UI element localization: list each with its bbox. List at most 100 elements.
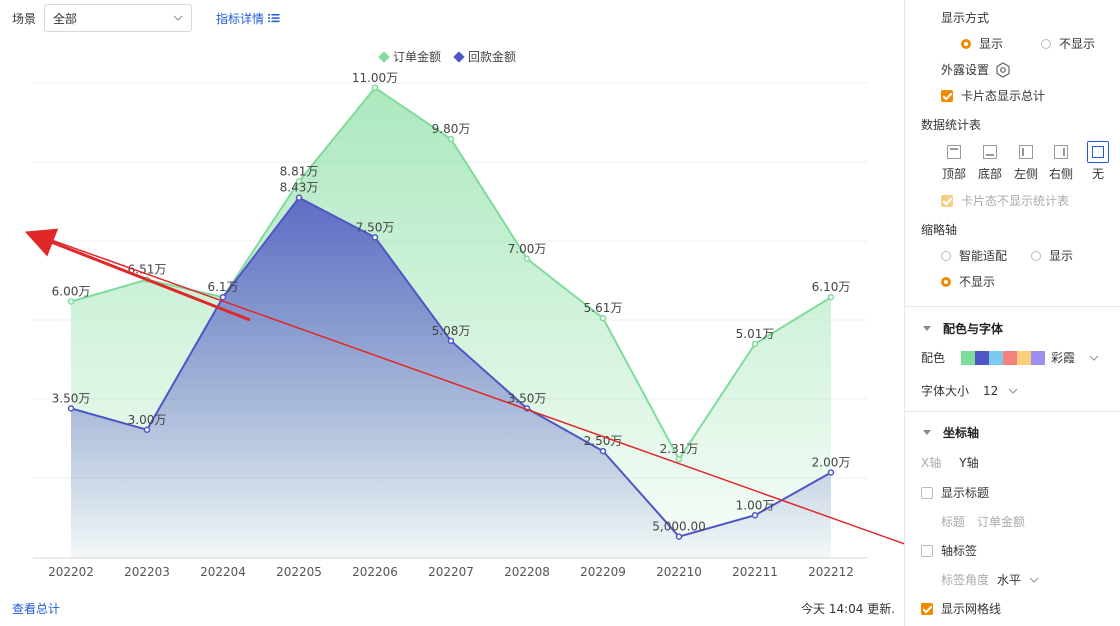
chevron-down-icon	[1008, 388, 1018, 394]
layout-left-icon	[1019, 145, 1033, 159]
tag-angle-value: 水平	[997, 573, 1022, 587]
radio-zoom-show[interactable]	[1031, 250, 1041, 261]
radio-zoom-hide[interactable]	[941, 276, 951, 287]
layout-bottom-icon	[983, 145, 997, 159]
axis-tag-checkbox[interactable]	[921, 544, 933, 557]
data-point	[599, 314, 607, 322]
color-font-header[interactable]: 配色与字体	[923, 320, 1003, 337]
layout-right-icon	[1054, 145, 1068, 159]
card-hide-stat-label: 卡片态不显示统计表	[961, 194, 1070, 208]
x-tick-label: 202209	[580, 565, 626, 579]
data-label: 3.50万	[52, 391, 91, 405]
display-mode-option-show[interactable]: 显示	[961, 35, 1003, 52]
data-point	[751, 340, 759, 348]
tab-y-axis[interactable]: Y轴	[959, 456, 979, 470]
show-title-checkbox[interactable]	[921, 486, 933, 499]
stat-pos-right[interactable]: 右侧	[1046, 145, 1076, 182]
axis-tag-label: 轴标签	[941, 544, 978, 558]
legend-label-order: 订单金额	[393, 50, 442, 64]
palette-swatch	[1003, 350, 1018, 365]
zoom-option-hide[interactable]: 不显示	[941, 273, 995, 290]
data-label: 7.00万	[508, 242, 547, 256]
data-point	[219, 293, 227, 301]
scene-label: 场景	[12, 11, 37, 26]
data-point	[295, 194, 303, 201]
font-size-row[interactable]: 字体大小 12	[921, 382, 1018, 399]
view-total-link[interactable]: 查看总计	[12, 602, 61, 616]
series-area-1	[71, 197, 831, 558]
data-point	[447, 337, 455, 345]
data-point	[67, 405, 75, 412]
show-title-label: 显示标题	[941, 486, 990, 500]
data-label: 6.10万	[812, 280, 851, 294]
show-grid-option[interactable]: 显示网格线	[921, 600, 1001, 617]
card-total-checkbox[interactable]	[941, 89, 953, 102]
font-size-label: 字体大小	[921, 384, 970, 398]
data-label: 9.80万	[432, 122, 471, 136]
data-label: 2.50万	[584, 434, 623, 448]
font-size-value: 12	[983, 383, 999, 398]
stat-pos-left[interactable]: 左侧	[1011, 145, 1041, 182]
radio-show[interactable]	[961, 38, 971, 49]
show-grid-checkbox[interactable]	[921, 602, 933, 615]
display-mode-show-label: 显示	[979, 37, 1004, 51]
axis-title-field: 标题 订单金额	[941, 513, 1025, 530]
data-label: 5.01万	[736, 327, 775, 341]
stat-pos-top[interactable]: 顶部	[939, 145, 969, 182]
legend-marker-order	[378, 50, 390, 63]
zoom-show-label: 显示	[1049, 249, 1074, 263]
gear-icon[interactable]	[995, 61, 1011, 78]
zoom-option-show[interactable]: 显示	[1031, 247, 1073, 264]
chart-legend: 订单金额 回款金额	[378, 48, 517, 65]
palette-label: 配色	[921, 351, 946, 365]
scene-select-value: 全部	[53, 11, 78, 26]
tab-x-axis[interactable]: X轴	[921, 456, 942, 470]
section-divider-color	[905, 306, 1120, 307]
data-label: 11.00万	[352, 71, 398, 85]
axis-title-label: 标题	[941, 515, 966, 529]
list-icon	[268, 14, 280, 23]
palette-row[interactable]: 配色 彩霞	[921, 349, 1099, 366]
show-title-option[interactable]: 显示标题	[921, 484, 989, 501]
data-point	[675, 455, 683, 463]
filter-bar: 场景 全部 指标详情	[12, 3, 280, 33]
data-label: 3.00万	[128, 413, 167, 427]
data-point	[371, 84, 379, 91]
data-point	[827, 469, 835, 476]
chevron-down-icon	[173, 15, 183, 21]
x-tick-label: 202204	[200, 565, 246, 579]
show-grid-label: 显示网格线	[941, 602, 1002, 616]
axis-tag-option[interactable]: 轴标签	[921, 542, 977, 559]
metric-detail-label: 指标详情	[216, 11, 265, 26]
layout-top-icon	[947, 145, 961, 159]
metric-detail-link[interactable]: 指标详情	[216, 10, 280, 27]
data-label: 3.50万	[508, 391, 547, 405]
legend-item-order[interactable]: 订单金额	[378, 48, 442, 65]
data-point	[599, 447, 607, 455]
stat-pos-bottom[interactable]: 底部	[975, 145, 1005, 182]
data-point	[371, 234, 379, 241]
exposure-setting[interactable]: 外露设置	[941, 61, 1011, 78]
palette-swatch	[989, 350, 1004, 365]
legend-label-payment: 回款金额	[468, 50, 517, 64]
tag-angle-field: 标签角度 水平	[941, 571, 1039, 588]
x-tick-label: 202208	[504, 565, 550, 579]
x-tick-label: 202202	[48, 565, 94, 579]
data-label: 2.00万	[812, 456, 851, 470]
axis-title-value: 订单金额	[977, 515, 1026, 529]
legend-item-payment[interactable]: 回款金额	[453, 48, 517, 65]
palette-swatch	[1031, 350, 1046, 365]
stat-pos-none[interactable]: 无	[1083, 141, 1113, 182]
scene-select[interactable]: 全部	[44, 4, 193, 32]
axis-header[interactable]: 坐标轴	[923, 424, 979, 441]
radio-smart[interactable]	[941, 250, 951, 261]
data-point	[751, 512, 759, 519]
card-total-option[interactable]: 卡片态显示总计	[941, 87, 1045, 104]
data-label: 6.00万	[52, 285, 91, 299]
radio-hide[interactable]	[1041, 38, 1051, 49]
data-label: 5.08万	[432, 324, 471, 338]
data-label: 6.51万	[128, 263, 167, 277]
data-label: 8.43万	[280, 181, 319, 195]
display-mode-option-hide[interactable]: 不显示	[1041, 35, 1095, 52]
zoom-option-smart[interactable]: 智能适配	[941, 247, 1007, 264]
